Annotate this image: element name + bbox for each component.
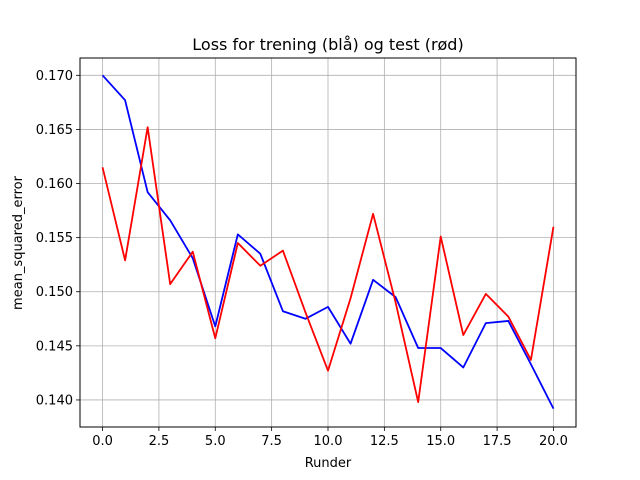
y-tick-label: 0.170	[36, 69, 73, 84]
x-tick-label: 15.0	[426, 434, 455, 449]
series-lines	[101, 74, 555, 410]
x-axis-label: Runder	[305, 456, 352, 471]
x-tick-label: 17.5	[483, 434, 512, 449]
x-tick-label: 10.0	[314, 434, 343, 449]
y-tick-label: 0.160	[36, 177, 73, 192]
x-tick-label: 7.5	[261, 434, 282, 449]
x-tick-label: 2.5	[149, 434, 170, 449]
y-tick-label: 0.155	[36, 231, 73, 246]
chart-title: Loss for trening (blå) og test (rød)	[192, 35, 463, 54]
x-tick-label: 20.0	[539, 434, 568, 449]
x-tick-label: 0.0	[92, 434, 113, 449]
series-line-2	[101, 126, 555, 404]
grid	[80, 58, 576, 427]
y-tick-label: 0.150	[36, 285, 73, 300]
y-tick-label: 0.165	[36, 123, 73, 138]
ticks: 0.0 2.5 5.0 7.5 10.0 12.5 15.0 17.5 20.0 0.140 0.1…	[36, 69, 568, 449]
x-tick-label: 12.5	[370, 434, 399, 449]
y-axis-label: mean_squared_error	[11, 175, 26, 310]
x-tick-label: 5.0	[205, 434, 226, 449]
y-tick-label: 0.140	[36, 393, 73, 408]
series-line-1	[101, 74, 555, 410]
y-tick-label: 0.145	[36, 339, 73, 354]
